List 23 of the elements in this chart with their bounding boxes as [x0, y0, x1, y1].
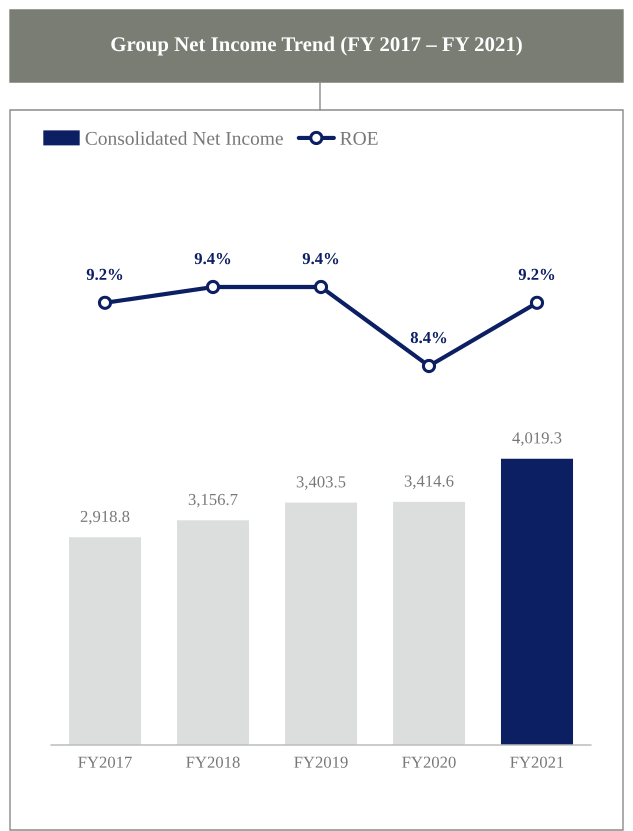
- data-label: 3,403.5: [296, 476, 346, 490]
- data-label: 4,019.3: [512, 432, 562, 446]
- bar: [176, 518, 250, 745]
- bar: [68, 536, 142, 745]
- data-label: 9.4%: [302, 252, 338, 264]
- chart-title: Group Net Income Trend (FY 2017 – FY 2021): [111, 36, 522, 56]
- bar: [500, 457, 574, 745]
- x-tick-label: FY2018: [186, 756, 240, 768]
- x-tick-label: FY2019: [294, 756, 348, 768]
- legend-label: Consolidated Net Income: [86, 131, 283, 145]
- x-tick-label: FY2020: [402, 756, 456, 768]
- bar: [284, 501, 358, 745]
- x-tick-label: FY2017: [78, 756, 132, 768]
- legend-label: ROE: [340, 132, 378, 145]
- data-label: 3,156.7: [188, 494, 238, 508]
- data-label: 9.2%: [86, 268, 122, 280]
- bar: [392, 500, 466, 745]
- data-label: 9.4%: [194, 252, 230, 264]
- data-label: 8.4%: [410, 332, 446, 344]
- data-label: 2,918.8: [80, 510, 130, 524]
- x-tick-label: FY2021: [510, 756, 564, 768]
- data-label: 3,414.6: [404, 475, 454, 490]
- data-label: 9.2%: [518, 268, 554, 280]
